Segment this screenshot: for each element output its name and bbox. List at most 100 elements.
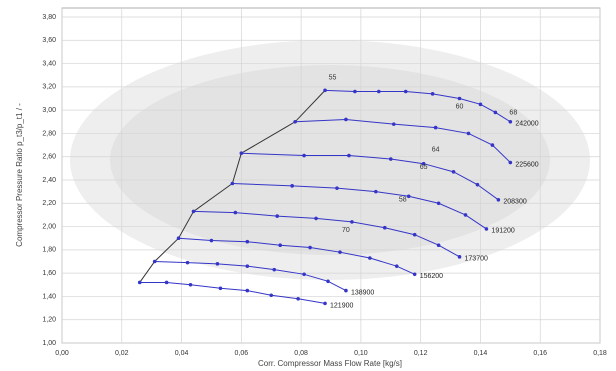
data-point <box>344 288 348 293</box>
data-point <box>326 279 330 284</box>
data-point <box>383 225 387 230</box>
y-tick-label: 3,00 <box>42 107 56 114</box>
data-point <box>323 88 327 93</box>
watermark-inner <box>110 65 550 255</box>
speed-label: 242000 <box>515 121 538 128</box>
data-point <box>137 280 142 285</box>
y-tick-label: 3,80 <box>42 14 56 21</box>
data-point <box>335 186 339 190</box>
speed-label: 156200 <box>420 273 443 280</box>
x-tick-label: 0,00 <box>55 350 69 357</box>
data-point <box>308 245 312 250</box>
data-point <box>230 181 235 186</box>
x-tick-label: 0,06 <box>235 350 249 357</box>
x-tick-label: 0,16 <box>533 350 547 357</box>
data-point <box>353 89 357 94</box>
data-point <box>463 213 468 217</box>
efficiency-label: 70 <box>342 227 350 234</box>
speed-label: 208300 <box>503 199 526 206</box>
data-point <box>188 282 193 287</box>
speed-label: 225600 <box>515 161 538 168</box>
x-tick-label: 0,14 <box>474 350 488 357</box>
efficiency-label: 65 <box>420 164 428 171</box>
y-tick-label: 2,40 <box>42 177 56 184</box>
y-tick-label: 2,20 <box>42 200 56 207</box>
y-axis-title: Compressor Pressure Ratio p_t3/p_t1 / - <box>15 103 24 247</box>
data-point <box>350 220 354 224</box>
y-tick-label: 3,20 <box>42 84 56 91</box>
data-point <box>368 256 372 260</box>
data-point <box>209 238 214 243</box>
x-tick-label: 0,10 <box>354 350 368 357</box>
data-point <box>388 157 393 161</box>
data-point <box>451 170 456 174</box>
data-point <box>293 119 297 124</box>
data-point <box>436 201 441 206</box>
x-tick-label: 0,04 <box>175 350 189 357</box>
efficiency-label: 68 <box>509 109 517 116</box>
data-point <box>245 288 250 293</box>
efficiency-label: 60 <box>456 103 464 110</box>
data-point <box>176 236 181 241</box>
data-point <box>403 89 408 94</box>
speed-label: 138900 <box>351 289 374 296</box>
data-point <box>496 197 501 202</box>
data-point <box>245 264 250 268</box>
data-point <box>508 119 513 124</box>
data-point <box>215 262 220 266</box>
data-point <box>457 96 462 101</box>
y-tick-label: 1,20 <box>42 317 56 324</box>
data-point <box>484 227 489 231</box>
data-point <box>508 160 513 165</box>
y-tick-label: 1,80 <box>42 247 56 254</box>
data-point <box>278 243 282 247</box>
data-point <box>245 239 250 244</box>
speed-line <box>241 152 499 201</box>
data-point <box>394 264 399 268</box>
data-point <box>377 89 381 94</box>
efficiency-label: 64 <box>432 147 440 154</box>
speed-label: 191200 <box>491 228 514 235</box>
y-tick-label: 1,00 <box>42 340 56 347</box>
data-point <box>152 259 157 264</box>
data-point <box>218 286 223 291</box>
surge-line <box>139 90 326 283</box>
speed-line <box>139 281 326 304</box>
data-point <box>290 184 294 188</box>
data-point <box>433 125 438 130</box>
data-point <box>338 250 342 254</box>
speed-line <box>232 182 487 230</box>
data-point <box>191 209 196 214</box>
data-point <box>344 117 348 122</box>
data-point <box>490 143 495 147</box>
x-tick-label: 0,08 <box>294 350 308 357</box>
y-tick-label: 2,60 <box>42 154 56 161</box>
data-point <box>347 153 351 158</box>
data-point <box>296 296 300 301</box>
y-tick-label: 3,40 <box>42 60 56 67</box>
data-point <box>412 272 417 277</box>
data-point <box>374 189 378 194</box>
data-point <box>430 92 435 96</box>
data-point <box>302 153 306 158</box>
data-point <box>302 272 306 277</box>
data-point <box>185 260 190 265</box>
x-axis-title: Corr. Compressor Mass Flow Rate [kg/s] <box>258 359 402 368</box>
data-point <box>164 280 169 285</box>
data-point <box>421 161 426 166</box>
x-tick-label: 0,18 <box>593 350 607 357</box>
data-point <box>272 267 277 272</box>
data-point <box>233 210 238 215</box>
data-point <box>323 301 327 306</box>
data-point <box>406 194 411 199</box>
data-point <box>239 151 244 156</box>
data-point <box>466 131 471 136</box>
efficiency-label: 55 <box>329 74 337 81</box>
data-point <box>275 214 280 218</box>
data-point <box>269 293 274 298</box>
y-tick-label: 3,60 <box>42 37 56 44</box>
data-point <box>391 122 396 126</box>
data-point <box>475 182 480 187</box>
y-tick-label: 2,80 <box>42 130 56 137</box>
